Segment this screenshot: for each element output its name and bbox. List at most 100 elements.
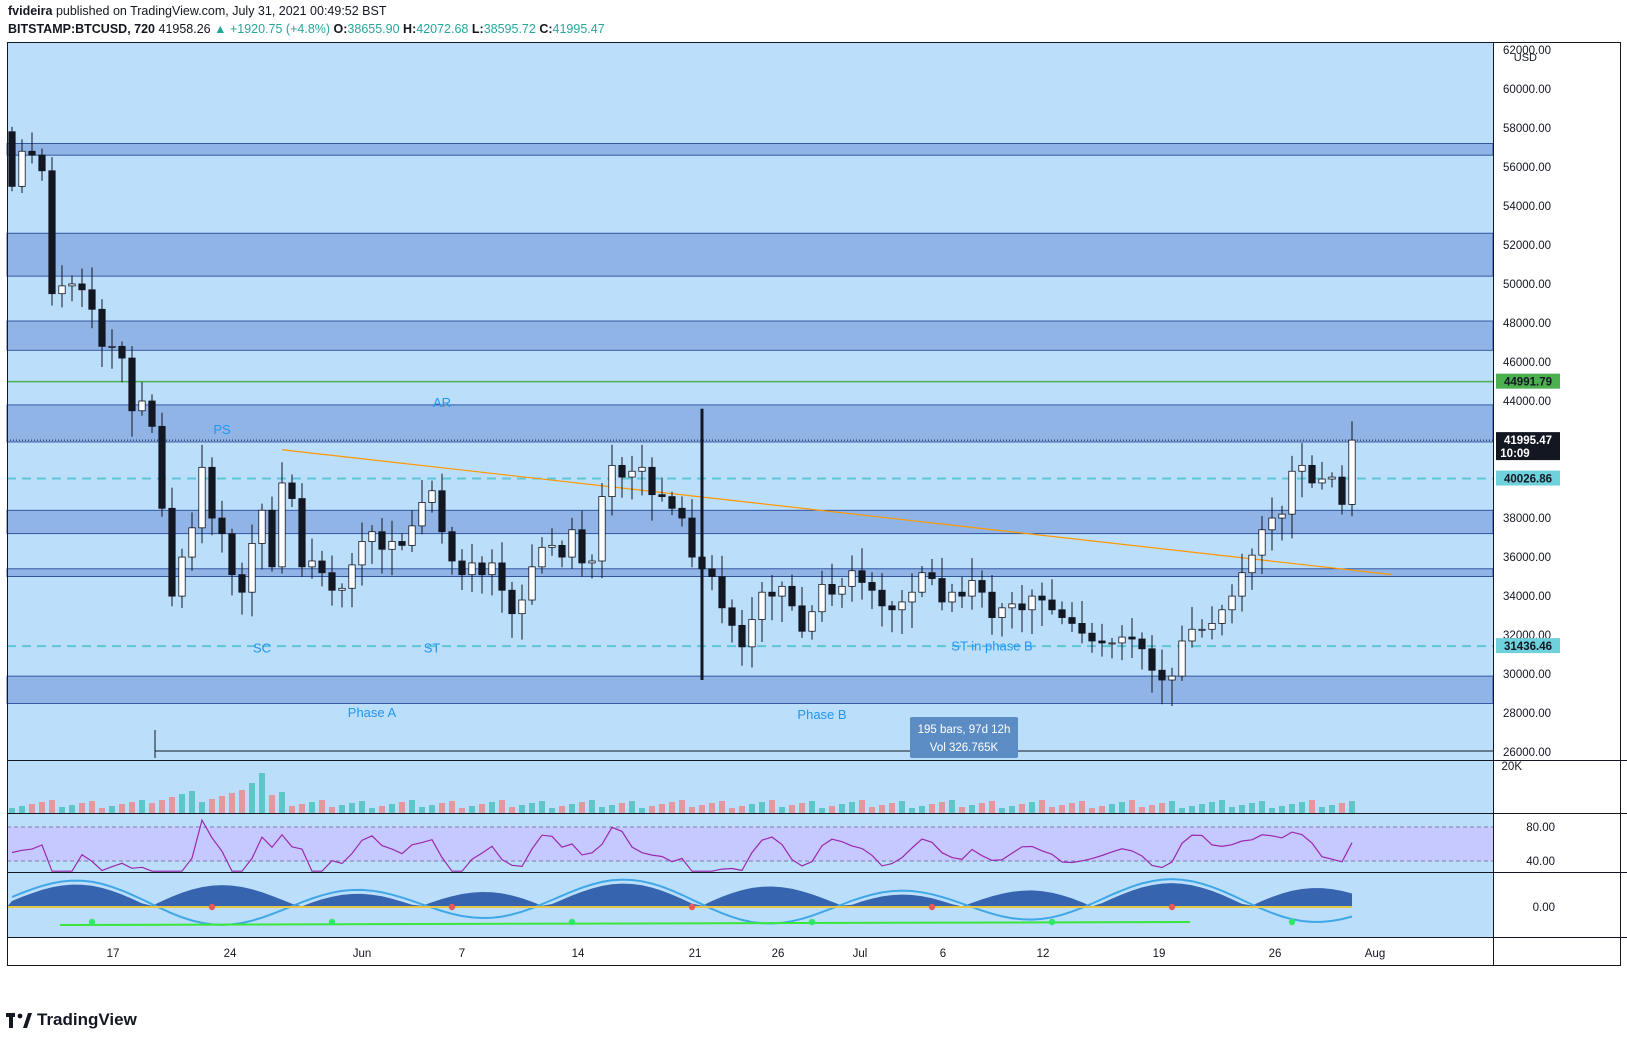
time-tick-label: 19 <box>1153 948 1166 960</box>
volume-bar <box>149 803 155 813</box>
candle-up <box>918 572 926 593</box>
price-tick-label: 36000.00 <box>1503 552 1551 564</box>
candle-down <box>1148 648 1156 671</box>
symbol-name[interactable]: BITSTAMP:BTCUSD, 720 <box>8 22 156 36</box>
support-resistance-zone <box>6 143 1494 156</box>
candle-down <box>28 150 36 156</box>
volume-bar <box>1319 807 1325 813</box>
candle-down <box>648 466 656 496</box>
volume-bar <box>329 807 335 813</box>
candle-down <box>1018 603 1026 611</box>
candle-up <box>248 543 256 593</box>
candle-up <box>1198 628 1206 631</box>
chart-border <box>7 42 1621 966</box>
candle-up <box>898 601 906 611</box>
time-tick-label: Jun <box>353 948 372 960</box>
candle-down <box>268 509 276 568</box>
volume-bar <box>1219 800 1225 813</box>
candle-down <box>398 541 406 546</box>
volume-bar <box>819 808 825 813</box>
time-tick-label: 21 <box>689 948 702 960</box>
candle-down <box>1158 669 1166 681</box>
volume-bar <box>849 802 855 813</box>
support-resistance-zone <box>6 320 1494 351</box>
volume-bar <box>269 795 275 813</box>
candle-up <box>388 541 396 550</box>
volume-bar <box>749 804 755 813</box>
volume-bar <box>539 801 545 813</box>
volume-bar <box>1059 805 1065 813</box>
candle-down <box>1308 464 1316 484</box>
volume-bar <box>49 800 55 813</box>
candle-up <box>1008 603 1016 609</box>
volume-bar <box>1339 803 1345 813</box>
candle-up <box>568 529 576 558</box>
volume-bar <box>1179 808 1185 813</box>
volume-bar <box>1269 808 1275 813</box>
annotation-label: SC <box>253 641 271 656</box>
candle-up <box>348 564 356 589</box>
volume-bar <box>69 805 75 813</box>
candle-down <box>708 568 716 577</box>
price-label-bg <box>1496 432 1560 461</box>
candle-up <box>838 585 846 595</box>
volume-bar <box>869 807 875 813</box>
candle-down <box>1048 599 1056 611</box>
volume-bar <box>169 797 175 813</box>
volume-bar <box>459 808 465 813</box>
candle-down <box>798 605 806 632</box>
volume-bar <box>969 805 975 813</box>
price-tick-label: 54000.00 <box>1503 201 1551 213</box>
volume-bar <box>809 801 815 813</box>
volume-bar <box>1089 808 1095 813</box>
volume-bar <box>939 802 945 813</box>
volume-bar <box>629 801 635 813</box>
measure-box-bg <box>910 717 1018 758</box>
candle-down <box>118 345 126 359</box>
candle-up <box>428 490 436 503</box>
oscillator-dot <box>208 903 216 911</box>
candle-down <box>828 584 836 595</box>
candle-up <box>1178 640 1186 677</box>
candle-up <box>848 570 856 587</box>
volume-bar <box>959 807 965 813</box>
volume-bar <box>89 801 95 813</box>
time-tick-label: 7 <box>459 948 465 960</box>
volume-bar <box>439 803 445 813</box>
candle-up <box>598 496 606 562</box>
volume-bar <box>1009 806 1015 813</box>
candle-up <box>1168 675 1176 681</box>
candle-down <box>378 531 386 550</box>
volume-bar <box>1289 804 1295 813</box>
volume-bar <box>1129 800 1135 813</box>
volume-bars <box>9 773 1355 813</box>
candle-down <box>658 494 666 498</box>
candle-down <box>1138 638 1146 650</box>
price-label-bg <box>1496 638 1560 654</box>
candle-up <box>58 285 66 295</box>
price-axis: 62000.00 60000.00 58000.00 56000.00 54000.00… <box>1493 42 1627 760</box>
volume-bar <box>1099 806 1105 813</box>
candle-up <box>338 587 346 591</box>
candle-up <box>18 150 26 187</box>
candle-up <box>358 541 366 566</box>
volume-bar <box>789 805 795 813</box>
volume-bar <box>889 803 895 813</box>
candle-down <box>168 507 176 597</box>
brand-name: TradingView <box>37 1010 137 1029</box>
candle-down <box>668 496 676 509</box>
candle-up <box>808 611 816 632</box>
volume-bar <box>1109 804 1115 813</box>
volume-bar <box>1189 806 1195 813</box>
volume-bar <box>449 801 455 813</box>
volume-bar <box>1329 805 1335 813</box>
volume-bar <box>989 801 995 813</box>
volume-bar <box>579 802 585 813</box>
candle-up <box>1258 529 1266 556</box>
time-tick-label: 24 <box>224 948 237 960</box>
candle-down <box>718 576 726 609</box>
volume-bar <box>309 802 315 813</box>
candle-up <box>1218 609 1226 624</box>
candle-up <box>538 546 546 568</box>
